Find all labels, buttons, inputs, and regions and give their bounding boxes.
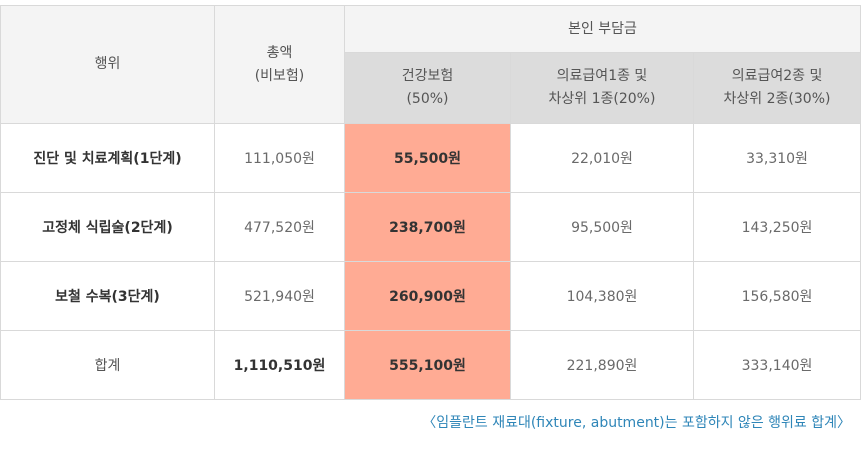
table-row: 고정체 식립술(2단계) 477,520원 238,700원 95,500원 1… [0, 192, 862, 262]
row-action: 고정체 식립술(2단계) [0, 192, 215, 262]
header-aid1-sub: 차상위 1종(20%) [548, 91, 656, 107]
header-health-sub: (50%) [406, 91, 449, 107]
row-aid2: 33,310원 [692, 123, 862, 193]
total-health: 555,100원 [344, 330, 511, 400]
row-health: 55,500원 [344, 123, 511, 193]
total-aid2: 333,140원 [692, 330, 862, 400]
row-total: 111,050원 [214, 123, 345, 193]
row-total: 521,940원 [214, 261, 345, 331]
row-aid2: 156,580원 [692, 261, 862, 331]
table-row: 보철 수복(3단계) 521,940원 260,900원 104,380원 15… [0, 261, 862, 331]
row-health: 260,900원 [344, 261, 511, 331]
header-aid1-label: 의료급여1종 및 [556, 68, 648, 84]
header-health-insurance: 건강보험 (50%) [344, 52, 511, 124]
header-copay: 본인 부담금 [343, 5, 862, 53]
header-total-sub: (비보험) [254, 67, 305, 84]
total-row: 합계 1,110,510원 555,100원 221,890원 333,140원 [0, 330, 862, 400]
header-medical-aid-1: 의료급여1종 및 차상위 1종(20%) [510, 52, 694, 124]
header-action: 행위 [0, 5, 215, 124]
row-health: 238,700원 [344, 192, 511, 262]
footnote: 〈임플란트 재료대(fixture, abutment)는 포함하지 않은 행위… [422, 415, 851, 431]
table-header: 행위 총액 (비보험) 본인 부담금 건강보험 (50%) 의료급여1종 및 차… [0, 5, 862, 124]
header-aid2-sub: 차상위 2종(30%) [723, 91, 831, 107]
row-action: 진단 및 치료계획(1단계) [0, 123, 215, 193]
table-body: 진단 및 치료계획(1단계) 111,050원 55,500원 22,010원 … [0, 123, 862, 400]
total-label: 합계 [0, 330, 215, 400]
row-aid1: 104,380원 [510, 261, 694, 331]
total-amount: 1,110,510원 [214, 330, 345, 400]
header-aid2-label: 의료급여2종 및 [731, 68, 823, 84]
header-medical-aid-2: 의료급여2종 및 차상위 2종(30%) [692, 52, 862, 124]
table-row: 진단 및 치료계획(1단계) 111,050원 55,500원 22,010원 … [0, 123, 862, 193]
row-aid1: 22,010원 [510, 123, 694, 193]
header-health-label: 건강보험 [401, 68, 454, 84]
total-aid1: 221,890원 [510, 330, 694, 400]
row-aid2: 143,250원 [692, 192, 862, 262]
row-total: 477,520원 [214, 192, 345, 262]
header-total: 총액 (비보험) [214, 5, 345, 124]
cost-table: 행위 총액 (비보험) 본인 부담금 건강보험 (50%) 의료급여1종 및 차… [0, 5, 862, 400]
header-total-label: 총액 [266, 44, 293, 61]
row-aid1: 95,500원 [510, 192, 694, 262]
row-action: 보철 수복(3단계) [0, 261, 215, 331]
header-copay-label: 본인 부담금 [568, 20, 637, 37]
header-action-label: 행위 [94, 56, 121, 72]
